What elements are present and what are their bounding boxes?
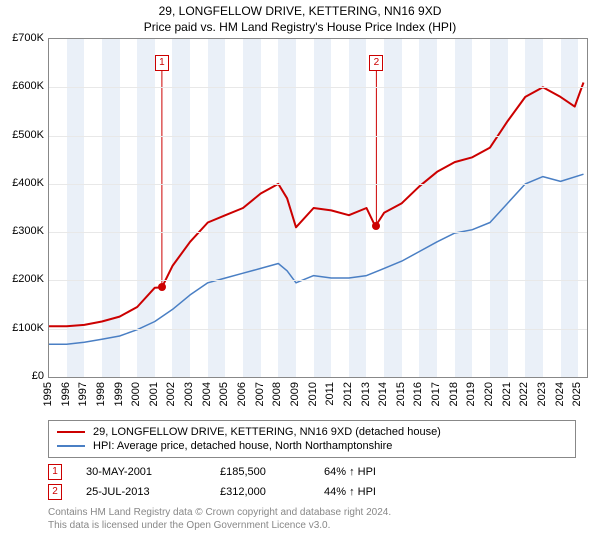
- transaction-table: 1 30-MAY-2001 £185,500 64% ↑ HPI 2 25-JUL-201…: [48, 462, 576, 502]
- footer-line-2: This data is licensed under the Open Gov…: [48, 519, 576, 532]
- x-axis-tick: 2003: [183, 382, 195, 406]
- x-axis-tick: 2013: [360, 382, 372, 406]
- x-axis-tick: 2008: [271, 382, 283, 406]
- x-axis-tick: 1995: [42, 382, 54, 406]
- transaction-dot: [372, 222, 380, 230]
- grid-line-h: [49, 329, 587, 330]
- x-axis-tick: 2024: [554, 382, 566, 406]
- transaction-dot: [158, 283, 166, 291]
- x-axis-tick: 2025: [571, 382, 583, 406]
- grid-line-h: [49, 87, 587, 88]
- x-axis-tick: 2006: [236, 382, 248, 406]
- grid-line-h: [49, 136, 587, 137]
- transaction-row: 2 25-JUL-2013 £312,000 44% ↑ HPI: [48, 482, 576, 502]
- x-axis-tick: 2014: [377, 382, 389, 406]
- x-axis-tick: 2001: [148, 382, 160, 406]
- x-axis-tick: 2015: [395, 382, 407, 406]
- y-axis-tick: £100K: [0, 322, 44, 334]
- transaction-delta: 44% ↑ HPI: [324, 486, 414, 498]
- x-axis-tick: 2012: [342, 382, 354, 406]
- x-axis-tick: 2010: [307, 382, 319, 406]
- x-axis-tick: 2009: [289, 382, 301, 406]
- x-axis-tick: 2021: [501, 382, 513, 406]
- legend-swatch: [57, 445, 85, 447]
- x-axis-tick: 2005: [218, 382, 230, 406]
- y-axis-tick: £400K: [0, 177, 44, 189]
- transaction-num-box: 2: [48, 484, 62, 500]
- series-property: [49, 83, 584, 327]
- legend-swatch: [57, 431, 85, 433]
- transaction-date: 25-JUL-2013: [86, 486, 196, 498]
- x-axis-tick: 1997: [77, 382, 89, 406]
- x-axis-tick: 2022: [518, 382, 530, 406]
- legend-row: HPI: Average price, detached house, Nort…: [57, 439, 567, 453]
- title-address: 29, LONGFELLOW DRIVE, KETTERING, NN16 9X…: [0, 0, 600, 18]
- x-axis-tick: 2023: [536, 382, 548, 406]
- chart-lines-svg: [49, 39, 587, 377]
- y-axis-tick: £300K: [0, 225, 44, 237]
- y-axis-tick: £500K: [0, 129, 44, 141]
- grid-line-h: [49, 184, 587, 185]
- x-axis-tick: 1998: [95, 382, 107, 406]
- x-axis-tick: 2019: [465, 382, 477, 406]
- transaction-num-box: 1: [48, 464, 62, 480]
- transaction-price: £185,500: [220, 466, 300, 478]
- x-axis-tick: 2004: [201, 382, 213, 406]
- x-axis-tick: 2018: [448, 382, 460, 406]
- grid-line-h: [49, 280, 587, 281]
- x-axis-tick: 1999: [113, 382, 125, 406]
- grid-line-h: [49, 232, 587, 233]
- legend-row: 29, LONGFELLOW DRIVE, KETTERING, NN16 9X…: [57, 425, 567, 439]
- legend-label: 29, LONGFELLOW DRIVE, KETTERING, NN16 9X…: [93, 426, 441, 438]
- chart-area: 12 £0£100K£200K£300K£400K£500K£600K£700K…: [0, 38, 600, 418]
- y-axis-tick: £600K: [0, 80, 44, 92]
- y-axis-tick: £700K: [0, 32, 44, 44]
- x-axis-tick: 1996: [60, 382, 72, 406]
- x-axis-tick: 2017: [430, 382, 442, 406]
- legend: 29, LONGFELLOW DRIVE, KETTERING, NN16 9X…: [48, 420, 576, 458]
- transaction-marker-box: 1: [155, 55, 169, 71]
- footer: Contains HM Land Registry data © Crown c…: [48, 506, 576, 532]
- transaction-row: 1 30-MAY-2001 £185,500 64% ↑ HPI: [48, 462, 576, 482]
- x-axis-tick: 2020: [483, 382, 495, 406]
- transaction-delta: 64% ↑ HPI: [324, 466, 414, 478]
- x-axis-tick: 2007: [254, 382, 266, 406]
- x-axis-tick: 2011: [324, 382, 336, 406]
- y-axis-tick: £0: [0, 370, 44, 382]
- x-axis-tick: 2002: [165, 382, 177, 406]
- plot-area: 12: [48, 38, 588, 378]
- transaction-marker-box: 2: [369, 55, 383, 71]
- footer-line-1: Contains HM Land Registry data © Crown c…: [48, 506, 576, 519]
- y-axis-tick: £200K: [0, 273, 44, 285]
- chart-container: 29, LONGFELLOW DRIVE, KETTERING, NN16 9X…: [0, 0, 600, 560]
- transaction-price: £312,000: [220, 486, 300, 498]
- legend-label: HPI: Average price, detached house, Nort…: [93, 440, 392, 452]
- transaction-date: 30-MAY-2001: [86, 466, 196, 478]
- series-hpi: [49, 174, 584, 344]
- x-axis-tick: 2016: [412, 382, 424, 406]
- x-axis-tick: 2000: [130, 382, 142, 406]
- title-sub: Price paid vs. HM Land Registry's House …: [0, 18, 600, 38]
